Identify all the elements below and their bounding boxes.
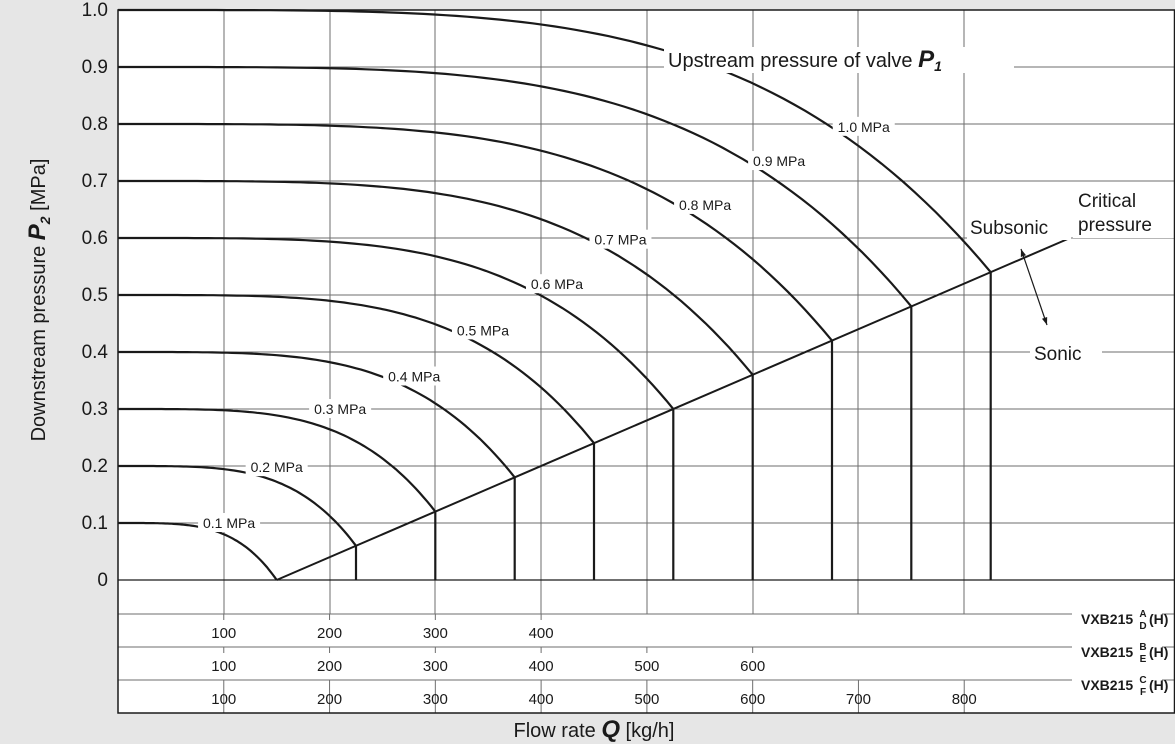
x-scale-tick-label: 100 [211,658,236,675]
series-line [118,350,516,580]
scale-model-superscript: C [1139,675,1146,686]
scale-model-subscript: E [1140,654,1147,665]
x-scale-tick-label: 400 [529,658,554,675]
x-scale-tick-label: 300 [423,658,448,675]
series-label: 0.5 MPa [457,322,509,338]
scale-model-label: VXB215 [1081,611,1133,627]
x-scale-tick-label: 400 [529,691,554,708]
x-scale-tick-label: 600 [740,691,765,708]
series-line [118,65,913,580]
scale-model-superscript: A [1139,609,1146,620]
scale-model-suffix: (H) [1149,611,1168,627]
sonic-label: Sonic [1034,344,1082,365]
x-scale-tick-label: 800 [952,691,977,708]
regime-arrow-head [1020,249,1027,257]
y-axis: 0 0.1 0.2 0.3 0.4 0.5 0.6 0.7 0.8 0.9 1.0 Downstrea… [24,0,108,591]
x-scale-tick-label: 500 [634,691,659,708]
series-label-bg [748,151,811,171]
y-tick-label: 0.2 [82,456,108,477]
x-scale-tick-label: 300 [423,691,448,708]
scale-model-label: VXB215 [1081,644,1133,660]
x-scale-tick-label: 500 [634,658,659,675]
regime-arrow [1020,248,1048,326]
series-label-bg [309,399,372,418]
scale-model-superscript: B [1139,642,1146,653]
series-label-bg [383,366,446,386]
regime-arrow-head [1041,317,1048,325]
y-tick-label: 0.5 [82,285,108,306]
x-scale-tick-label: 100 [211,691,236,708]
series-line [118,464,358,580]
critical-label: pressure [1078,215,1152,236]
series-line [118,179,754,580]
series-label-bg [451,320,514,340]
series-label: 0.3 MPa [314,401,366,417]
subsonic-label: Subsonic [970,218,1048,239]
annotations: Upstream pressure of valve P1 Critical pre… [664,46,1175,365]
y-tick-label: 0.4 [82,342,109,363]
series-label: 0.4 MPa [388,369,440,385]
series-line [118,293,596,580]
series-label-bg [832,116,895,136]
y-tick-label: 0.7 [82,171,108,192]
x-scale-tick-label: 600 [740,658,765,675]
series-label: 0.1 MPa [203,515,255,531]
x-scale-CF: 100 200 300 400 500 600 700 800 VXB215 CF (H) [211,675,1168,713]
series-label: 0.6 MPa [531,276,583,292]
scale-model-subscript: F [1140,687,1146,698]
x-scale-tick-label: 200 [317,625,342,642]
series-label: 0.2 MPa [251,459,303,475]
upstream-label: Upstream pressure of valve P1 [668,46,942,74]
y-tick-label: 0.3 [82,399,108,420]
upstream-label-bg [664,47,1014,73]
y-tick-label: 0.9 [82,57,108,78]
series-label-bg [674,194,737,214]
critical-label-bg [1073,186,1175,238]
scale-model-label: VXB215 [1081,677,1133,693]
x-scale-tick-label: 200 [317,658,342,675]
subsonic-label-bg [967,216,1071,240]
x-scale-tick-label: 100 [211,625,236,642]
x-scale-tick-label: 700 [846,691,871,708]
series-label: 0.8 MPa [679,197,731,213]
y-tick-label: 0.6 [82,228,108,249]
series-label-bg [525,274,588,294]
x-scale-tick-label: 200 [317,691,342,708]
series: 0.1 MPa 0.2 MPa 0.3 MPa 0.4 MPa 0.5 MPa 0.6 M… [118,8,992,581]
series-label: 0.7 MPa [594,232,646,248]
critical-label: Critical [1078,191,1136,212]
scale-model-suffix: (H) [1149,644,1168,660]
series-line [118,122,834,580]
x-scale-AD: 100 200 300 400 VXB215 AD (H) [211,609,1168,642]
y-tick-label: 1.0 [82,0,108,21]
x-scale-tick-label: 400 [529,625,554,642]
y-tick-label: 0.1 [82,513,108,534]
series-line [118,407,437,580]
x-scale-BE: 100 200 300 400 500 600 VXB215 BE (H) [211,642,1168,675]
series-label: 1.0 MPa [838,119,890,135]
y-axis-title: Downstream pressure P2 [MPa] [24,159,53,442]
series-label: 0.9 MPa [753,153,805,169]
y-tick-label: 0 [97,570,108,591]
y-tick-label: 0.8 [82,114,108,135]
sonic-label-bg [1030,341,1102,365]
series-line [118,521,278,581]
scale-model-subscript: D [1139,621,1146,632]
scale-model-suffix: (H) [1149,677,1168,693]
x-axis-title: Flow rate Q [kg/h] [514,716,675,743]
series-label-bg [198,513,261,532]
x-scale-tick-label: 300 [423,625,448,642]
series-label-bg [589,229,652,249]
series-line [118,236,675,580]
series-label-bg [245,457,308,477]
